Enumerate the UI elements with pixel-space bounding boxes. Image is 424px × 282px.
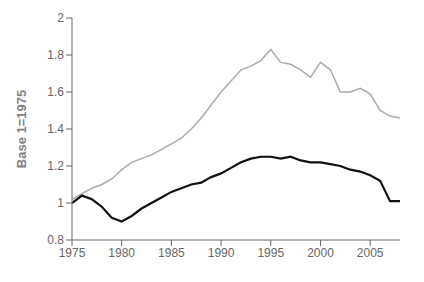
svg-text:2000: 2000: [307, 246, 334, 260]
svg-text:Base 1=1975: Base 1=1975: [14, 90, 29, 168]
svg-text:1995: 1995: [257, 246, 284, 260]
svg-text:0.8: 0.8: [47, 233, 64, 247]
svg-text:1.8: 1.8: [47, 48, 64, 62]
svg-text:1.4: 1.4: [47, 122, 64, 136]
svg-text:1.2: 1.2: [47, 159, 64, 173]
svg-text:1: 1: [57, 196, 64, 210]
svg-text:1985: 1985: [158, 246, 185, 260]
svg-text:1.6: 1.6: [47, 85, 64, 99]
svg-text:1980: 1980: [108, 246, 135, 260]
svg-text:1990: 1990: [208, 246, 235, 260]
svg-text:1975: 1975: [59, 246, 86, 260]
svg-text:2005: 2005: [357, 246, 384, 260]
svg-text:2: 2: [57, 11, 64, 25]
